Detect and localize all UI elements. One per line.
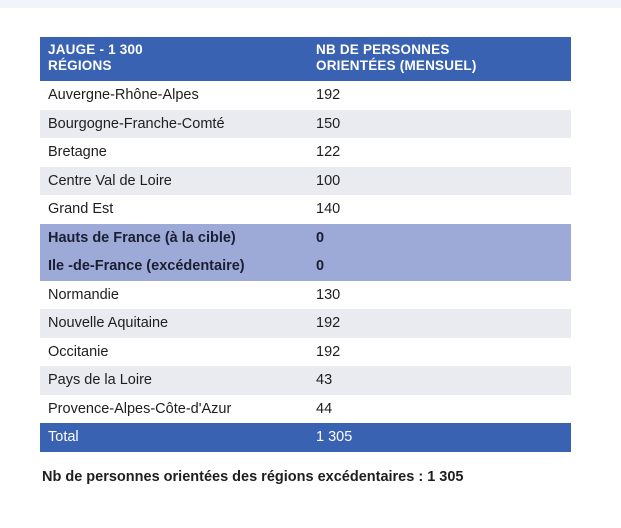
region-name: Pays de la Loire (40, 366, 308, 395)
table-row: Provence-Alpes-Côte-d'Azur 44 (40, 394, 571, 423)
total-row: Total 1 305 (40, 423, 571, 452)
table-row: Bretagne 122 (40, 138, 571, 167)
table-row-highlighted: Hauts de France (à la cible) 0 (40, 223, 571, 252)
top-rule (0, 0, 621, 8)
region-name: Auvergne-Rhône-Alpes (40, 81, 308, 110)
region-name: Grand Est (40, 195, 308, 224)
region-name: Nouvelle Aquitaine (40, 309, 308, 338)
header-regions: JAUGE - 1 300 RÉGIONS (40, 37, 308, 81)
region-value: 0 (308, 223, 571, 252)
region-name: Occitanie (40, 337, 308, 366)
region-value: 150 (308, 109, 571, 138)
header-gauge-label: JAUGE - 1 300 (48, 42, 143, 57)
region-value: 0 (308, 252, 571, 281)
region-value: 192 (308, 309, 571, 338)
table-row: Bourgogne-Franche-Comté 150 (40, 109, 571, 138)
region-value: 122 (308, 138, 571, 167)
header-count: NB DE PERSONNES ORIENTÉES (MENSUEL) (308, 37, 571, 81)
region-value: 130 (308, 280, 571, 309)
region-value: 140 (308, 195, 571, 224)
table-row: Occitanie 192 (40, 337, 571, 366)
region-value: 44 (308, 394, 571, 423)
footnote: Nb de personnes orientées des régions ex… (42, 469, 464, 485)
region-name: Normandie (40, 280, 308, 309)
table-row: Centre Val de Loire 100 (40, 166, 571, 195)
table-row-highlighted: Ile -de-France (excédentaire) 0 (40, 252, 571, 281)
header-count-line2: ORIENTÉES (MENSUEL) (316, 58, 477, 73)
region-value: 43 (308, 366, 571, 395)
table-header-row: JAUGE - 1 300 RÉGIONS NB DE PERSONNES OR… (40, 37, 571, 81)
table-row: Normandie 130 (40, 280, 571, 309)
regions-table: JAUGE - 1 300 RÉGIONS NB DE PERSONNES OR… (40, 37, 571, 452)
header-regions-label: RÉGIONS (48, 58, 112, 73)
region-name: Bretagne (40, 138, 308, 167)
region-value: 192 (308, 81, 571, 110)
header-count-line1: NB DE PERSONNES (316, 42, 450, 57)
table-row: Grand Est 140 (40, 195, 571, 224)
region-name: Centre Val de Loire (40, 166, 308, 195)
region-name: Ile -de-France (excédentaire) (40, 252, 308, 281)
region-value: 192 (308, 337, 571, 366)
region-value: 100 (308, 166, 571, 195)
table-row: Nouvelle Aquitaine 192 (40, 309, 571, 338)
total-label: Total (40, 423, 308, 452)
region-name: Provence-Alpes-Côte-d'Azur (40, 394, 308, 423)
total-value: 1 305 (308, 423, 571, 452)
region-name: Bourgogne-Franche-Comté (40, 109, 308, 138)
region-name: Hauts de France (à la cible) (40, 223, 308, 252)
table-row: Auvergne-Rhône-Alpes 192 (40, 81, 571, 110)
table-row: Pays de la Loire 43 (40, 366, 571, 395)
